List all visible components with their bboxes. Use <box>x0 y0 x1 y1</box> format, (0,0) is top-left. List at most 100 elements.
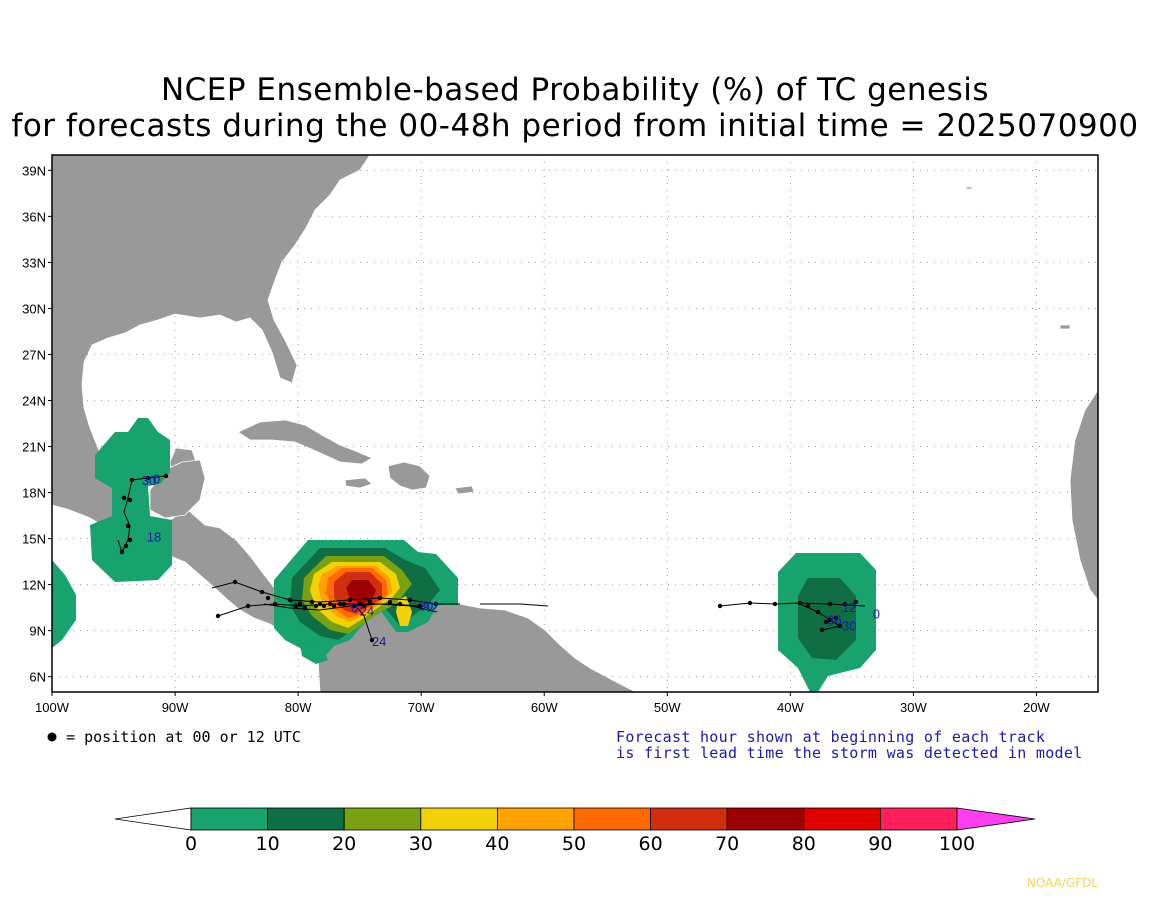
track-hour-label: 0 <box>873 606 880 621</box>
hispaniola <box>387 461 431 491</box>
lon-label: 80W <box>285 700 312 715</box>
track-dot <box>357 601 363 607</box>
colorbar-left-arrow <box>114 807 192 831</box>
longitude-labels: 100W 90W 80W 70W 60W 50W 40W 30W 20W <box>35 692 1051 715</box>
lon-label: 100W <box>35 700 70 715</box>
track-dot <box>369 637 375 643</box>
colorbar-segment <box>726 807 805 831</box>
track-dot <box>119 549 125 555</box>
track-dot <box>245 603 251 609</box>
track-gulf-honduras <box>117 475 167 554</box>
lat-label: 24N <box>22 393 46 408</box>
latitude-labels: 39N 36N 33N 30N 27N 24N 21N 18N 15N 12N 9N 6N <box>22 163 52 685</box>
track-caribbean-d <box>355 605 373 641</box>
track-dot <box>717 603 723 609</box>
track-dot <box>347 597 353 603</box>
position-legend-text: = position at 00 or 12 UTC <box>48 728 301 746</box>
track-dot <box>302 605 308 611</box>
chart-title-line1: NCEP Ensemble-based Probability (%) of T… <box>160 72 990 108</box>
lat-label: 9N <box>29 624 46 639</box>
colorbar-tick-label: 70 <box>715 833 739 855</box>
track-dot <box>215 613 221 619</box>
track-dot <box>417 603 423 609</box>
lat-label: 6N <box>29 670 46 685</box>
track-dot <box>163 473 169 479</box>
track-position-dots <box>119 473 859 643</box>
colorbar-segment <box>573 807 651 831</box>
chart-title-line2: for forecasts during the 00-48h period f… <box>11 108 1139 144</box>
track-dot <box>317 601 323 607</box>
track-caribbean-a <box>211 581 460 605</box>
track-dot <box>337 601 343 607</box>
track-dot <box>387 599 393 605</box>
prob-caribbean-80 <box>346 580 376 604</box>
track-dot <box>287 597 293 603</box>
colorbar-segment <box>880 807 958 831</box>
prob-panama-small <box>300 640 328 664</box>
lat-label: 27N <box>22 347 46 362</box>
track-dot <box>397 601 403 607</box>
track-dot <box>259 589 265 595</box>
track-hour-label: 18 <box>147 530 161 545</box>
track-hour-label: 30 <box>842 619 856 634</box>
track-caribbean-c <box>263 603 437 613</box>
track-hour-label: 24 <box>372 634 386 649</box>
track-caribbean-e <box>480 603 549 607</box>
track-dot <box>797 600 803 606</box>
track-dot <box>232 579 238 585</box>
colorbar: 0 10 20 30 40 50 60 70 80 90 100 <box>114 807 1036 855</box>
track-hour-label: 42 <box>424 600 438 615</box>
colorbar-tick-label: 40 <box>485 833 509 855</box>
lon-label: 50W <box>654 700 681 715</box>
track-dot <box>747 600 753 606</box>
track-dot <box>297 601 303 607</box>
track-dot <box>313 603 319 609</box>
colorbar-tick-label: 60 <box>639 833 663 855</box>
track-dot <box>125 523 131 529</box>
colorbar-segment <box>343 807 422 831</box>
colorbar-tick-label: 20 <box>332 833 356 855</box>
track-dot <box>361 603 367 609</box>
track-dot <box>129 477 135 483</box>
track-dot <box>837 623 843 629</box>
track-hour-label: 0 <box>351 600 358 615</box>
lat-label: 18N <box>22 486 46 501</box>
colorbar-segment <box>650 807 728 831</box>
track-hour-label: 12 <box>842 600 856 615</box>
track-hour-label: 30 <box>142 473 156 488</box>
track-dot <box>819 627 825 633</box>
track-dot <box>377 595 383 601</box>
jamaica <box>344 477 373 489</box>
lon-label: 30W <box>900 700 927 715</box>
track-dot <box>341 601 347 607</box>
cuba <box>237 419 373 465</box>
track-dot <box>407 597 413 603</box>
track-dot <box>265 595 271 601</box>
forecast-note-line1: Forecast hour shown at beginning of each… <box>616 728 1046 746</box>
colorbar-segment <box>496 807 575 831</box>
colorbar-right-arrow <box>956 807 1036 831</box>
colorbar-segment <box>190 807 268 831</box>
track-dot <box>853 599 859 605</box>
forecast-note-line2: is first lead time the storm was detecte… <box>616 744 1083 762</box>
colorbar-segment <box>420 807 498 831</box>
puerto-rico <box>454 485 475 495</box>
track-dot <box>121 495 127 501</box>
track-dot <box>842 601 848 607</box>
track-dot <box>772 601 778 607</box>
track-dot <box>805 603 811 609</box>
track-dot <box>123 543 129 549</box>
track-dot <box>145 475 151 481</box>
track-dot <box>367 599 373 605</box>
position-legend-label: = position at 00 or 12 UTC <box>66 728 301 746</box>
lon-label: 70W <box>408 700 435 715</box>
track-dot <box>827 617 833 623</box>
lon-label: 90W <box>162 700 189 715</box>
lon-label: 60W <box>531 700 558 715</box>
colorbar-tick-label: 80 <box>792 833 816 855</box>
track-hour-label: 0 <box>153 471 160 486</box>
track-hour-label: 36 <box>827 612 841 627</box>
